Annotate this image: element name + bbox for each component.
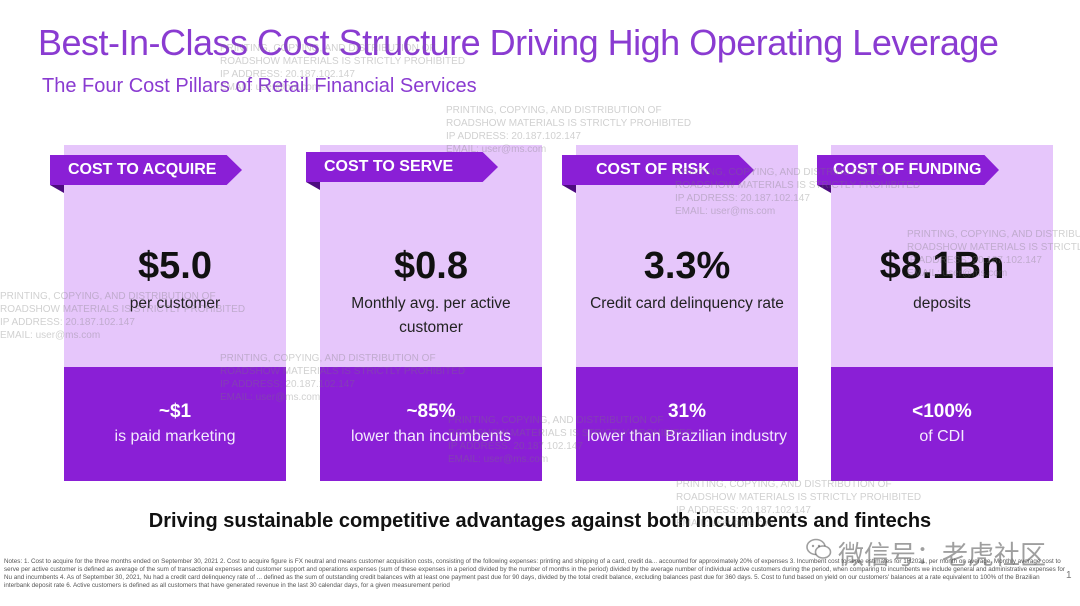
- card-bottom-panel: [320, 367, 542, 481]
- pillar-card-cost-to-serve: COST TO SERVE $0.8 Monthly avg. per acti…: [306, 145, 542, 481]
- pillar-stat-description: lower than incumbents: [350, 428, 512, 445]
- pillar-tag: COST OF FUNDING: [817, 155, 999, 185]
- tag-fold-shape: [50, 185, 64, 193]
- pillar-stat: ~85%: [406, 401, 456, 422]
- tag-fold-shape: [562, 185, 576, 193]
- pillar-stat: 31%: [667, 401, 707, 422]
- tag-fold-shape: [306, 182, 320, 190]
- pillar-tag: COST OF RISK: [562, 155, 754, 185]
- wechat-icon: [806, 538, 832, 559]
- page-subtitle: The Four Cost Pillars of Retail Financia…: [42, 75, 477, 97]
- pillar-value: $8.1Bn: [879, 245, 1005, 287]
- pillar-stat: <100%: [912, 401, 972, 422]
- pillar-description: per customer: [129, 295, 221, 312]
- pillar-stat-description: is paid marketing: [114, 428, 236, 445]
- card-bottom-panel: [831, 367, 1053, 481]
- pillar-value: $0.8: [394, 245, 468, 287]
- pillar-description: Credit card delinquency rate: [590, 295, 784, 312]
- tag-fold-shape: [817, 185, 831, 193]
- card-top-panel: [320, 145, 542, 367]
- page-number: 1: [1066, 570, 1072, 581]
- pillar-stat-description: of CDI: [919, 428, 965, 445]
- tagline: Driving sustainable competitive advantag…: [148, 510, 932, 532]
- pillar-card-cost-of-funding: COST OF FUNDING $8.1Bn deposits <100% of…: [817, 145, 1053, 481]
- pillar-stat-description: lower than Brazilian industry: [586, 428, 788, 445]
- wechat-watermark: 微信号：老虎社区: [838, 540, 1047, 570]
- pillar-stat: ~$1: [158, 401, 192, 422]
- footnotes: Notes: 1. Cost to acquire for the three …: [4, 558, 1065, 589]
- pillar-card-cost-of-risk: COST OF RISK 3.3% Credit card delinquenc…: [562, 145, 798, 481]
- pillar-value: 3.3%: [643, 245, 731, 287]
- card-bottom-panel: [64, 367, 286, 481]
- pillar-tag: COST TO ACQUIRE: [50, 155, 242, 185]
- card-bottom-panel: [576, 367, 798, 481]
- pillar-value: $5.0: [138, 245, 212, 287]
- page-title: Best-In-Class Cost Structure Driving Hig…: [38, 22, 999, 63]
- pillar-tag: COST TO SERVE: [306, 152, 498, 182]
- pillar-description: deposits: [913, 295, 971, 312]
- pillar-card-cost-to-acquire: COST TO ACQUIRE $5.0 per customer ~$1 is…: [50, 145, 286, 481]
- pillar-description: Monthly avg. per active customer: [351, 295, 511, 336]
